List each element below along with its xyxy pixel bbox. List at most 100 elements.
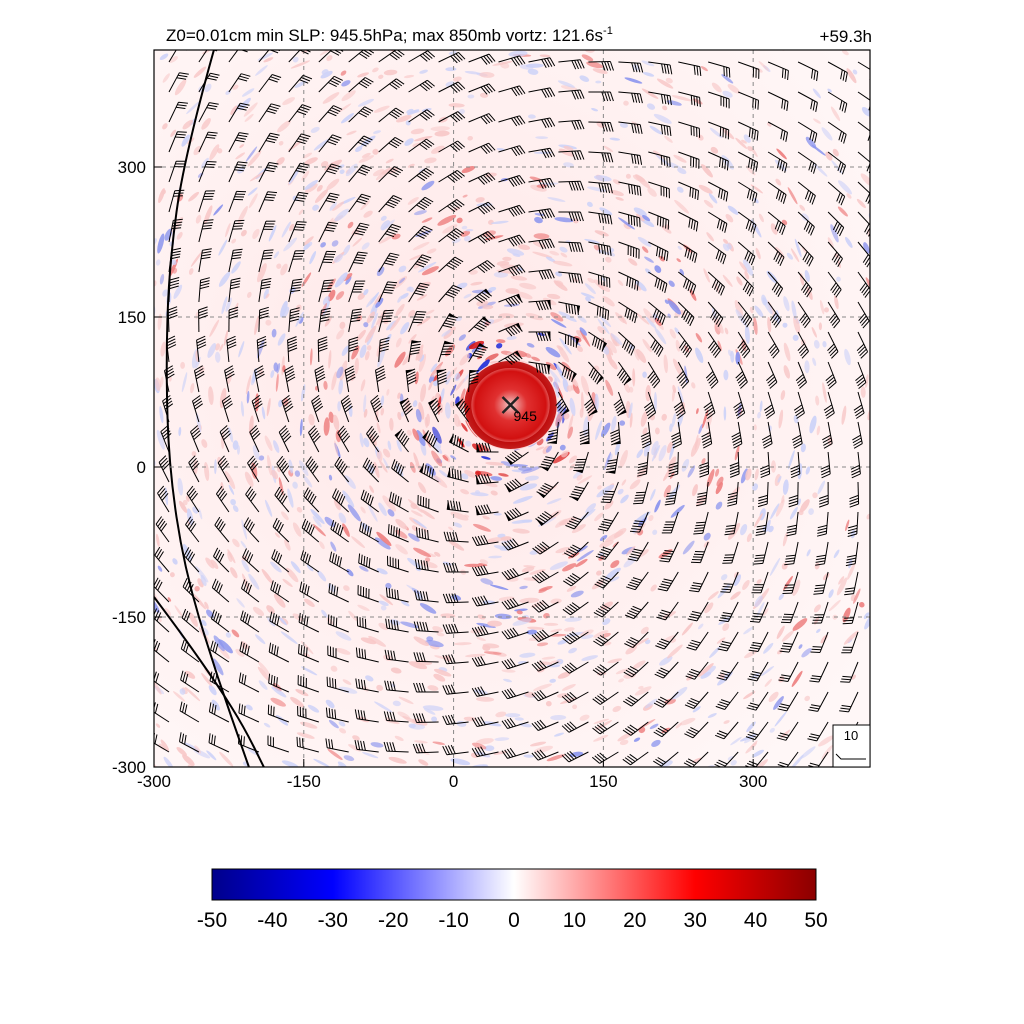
- wind-barb: [782, 571, 799, 594]
- wind-barb: [737, 241, 756, 266]
- vorticity-streak: [817, 480, 826, 495]
- vorticity-streak: [485, 461, 505, 466]
- vorticity-streak: [870, 357, 878, 376]
- wind-barb: [853, 391, 865, 419]
- wind-barb: [558, 180, 585, 191]
- wind-barb: [558, 211, 584, 222]
- vorticity-streak: [872, 702, 882, 715]
- vorticity-streak: [649, 723, 659, 730]
- vorticity-streak: [641, 60, 655, 67]
- vorticity-streak: [641, 88, 659, 99]
- wind-barb: [501, 688, 529, 700]
- wind-barb: [168, 101, 188, 123]
- vorticity-streak: [580, 375, 590, 396]
- wind-barb: [385, 618, 409, 633]
- vorticity-streak: [594, 175, 612, 182]
- vorticity-streak: [412, 518, 427, 529]
- vorticity-streak: [461, 422, 468, 432]
- vorticity-streak: [708, 193, 718, 204]
- vorticity-streak: [266, 398, 271, 417]
- vorticity-streak: [568, 414, 574, 433]
- vorticity-streak: [658, 444, 667, 462]
- vorticity-streak: [495, 339, 506, 344]
- vorticity-streak: [777, 649, 783, 655]
- vorticity-streak: [441, 329, 452, 337]
- vorticity-streak: [252, 606, 265, 616]
- vorticity-streak: [585, 503, 596, 514]
- wind-barb: [288, 162, 310, 183]
- vorticity-streak: [360, 379, 366, 392]
- vorticity-streak: [792, 618, 808, 631]
- wind-barb: [648, 61, 673, 75]
- wind-barb: [327, 645, 349, 663]
- wind-barb: [819, 481, 829, 508]
- vorticity-streak: [633, 737, 641, 742]
- wind-barb: [684, 721, 709, 739]
- wind-barb: [531, 749, 559, 761]
- vorticity-streak: [500, 536, 512, 541]
- vorticity-streak: [569, 751, 584, 757]
- vorticity-streak: [549, 250, 560, 256]
- vorticity-streak: [644, 639, 651, 645]
- wind-barb: [348, 193, 371, 213]
- vorticity-streak: [142, 116, 155, 129]
- wind-barb: [707, 301, 724, 327]
- wind-barb: [165, 335, 177, 363]
- vorticity-streak: [495, 711, 507, 718]
- wind-barb: [198, 306, 208, 333]
- vorticity-streak: [380, 407, 385, 416]
- vorticity-streak: [342, 244, 351, 256]
- vorticity-streak: [494, 737, 510, 741]
- vorticity-streak: [363, 394, 367, 413]
- vorticity-streak: [138, 548, 146, 564]
- vorticity-streak: [619, 122, 628, 128]
- vorticity-streak: [535, 446, 545, 451]
- wind-barb: [442, 744, 469, 756]
- vorticity-streak: [618, 217, 635, 230]
- vorticity-streak: [626, 545, 636, 556]
- wind-barb: [267, 704, 289, 723]
- vorticity-streak: [704, 602, 714, 614]
- wind-barb: [841, 631, 859, 654]
- vorticity-streak: [485, 353, 499, 362]
- wind-barb: [354, 739, 379, 753]
- wind-barb: [648, 181, 670, 199]
- vorticity-streak: [621, 479, 627, 486]
- vorticity-streak: [331, 240, 339, 247]
- vorticity-streak: [342, 490, 355, 508]
- vorticity-streak: [377, 347, 386, 368]
- vorticity-streak: [671, 413, 676, 428]
- wind-barb: [438, 111, 466, 123]
- vorticity-streak: [706, 232, 715, 242]
- vorticity-streak: [703, 199, 714, 208]
- vorticity-streak: [677, 246, 682, 250]
- vorticity-streak: [432, 741, 446, 745]
- vorticity-streak: [277, 333, 286, 346]
- wind-barb: [820, 451, 831, 479]
- wind-barb: [827, 151, 846, 175]
- wind-barb: [391, 459, 409, 483]
- vorticity-streak: [503, 303, 520, 307]
- vorticity-streak: [204, 601, 209, 610]
- vorticity-streak: [845, 519, 850, 532]
- vorticity-streak: [715, 481, 723, 495]
- wind-barb: [673, 391, 686, 420]
- wind-barb: [738, 91, 759, 110]
- vorticity-streak: [619, 739, 629, 746]
- wind-barb: [657, 571, 679, 592]
- min-pressure-label: 945: [514, 408, 538, 424]
- vorticity-streak: [487, 620, 502, 627]
- vorticity-streak: [275, 715, 289, 726]
- vorticity-streak: [527, 68, 539, 75]
- wind-barb: [708, 61, 731, 78]
- vorticity-streak: [546, 498, 562, 505]
- vorticity-streak: [245, 146, 258, 162]
- vorticity-streak: [184, 670, 196, 679]
- wind-barb: [414, 590, 439, 603]
- vorticity-streak: [730, 759, 737, 766]
- vorticity-streak: [848, 558, 853, 569]
- vorticity-streak: [305, 183, 318, 193]
- vorticity-streak: [861, 106, 870, 117]
- vorticity-streak: [290, 561, 301, 574]
- vorticity-streak: [136, 386, 141, 402]
